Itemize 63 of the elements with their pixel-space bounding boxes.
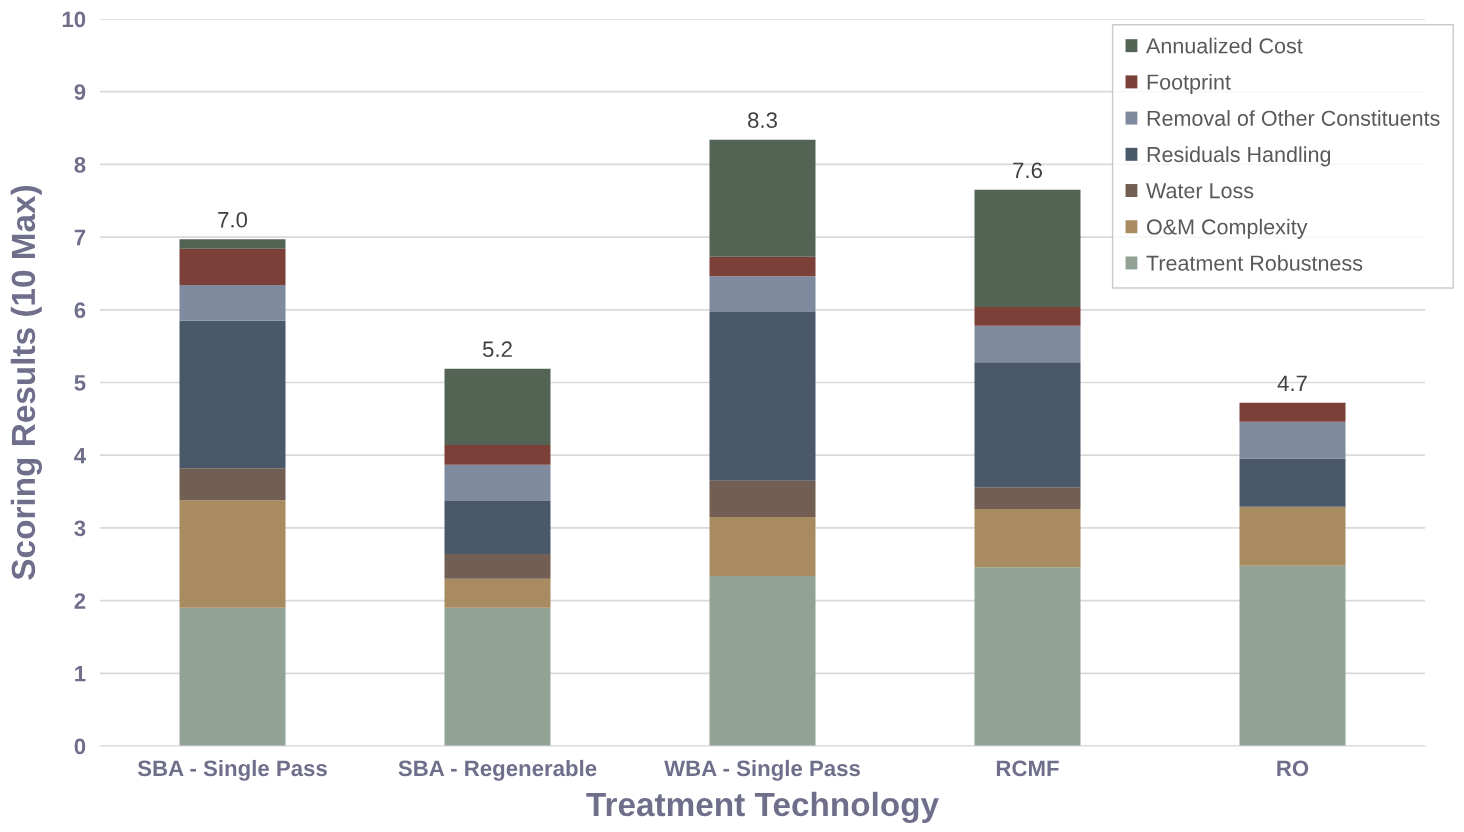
y-tick-label: 2 xyxy=(74,593,86,609)
bar xyxy=(1239,421,1346,459)
bar xyxy=(179,320,286,469)
bar xyxy=(179,239,286,249)
bar xyxy=(179,500,286,608)
x-tick-label: SBA - Single Pass xyxy=(137,759,327,781)
bar xyxy=(974,487,1081,509)
total-label: 7.0 xyxy=(218,211,248,228)
y-tick-label: 9 xyxy=(74,84,86,100)
bar xyxy=(974,306,1081,326)
bar xyxy=(444,368,551,446)
total-label: 7.6 xyxy=(1013,162,1042,179)
bar xyxy=(444,578,551,608)
bar xyxy=(179,468,286,501)
bar xyxy=(974,362,1081,488)
legend-label: Treatment Robustness xyxy=(1146,254,1363,271)
bar xyxy=(1239,565,1346,746)
legend-label: Residuals Handling xyxy=(1147,146,1331,167)
legend-label: Water Loss xyxy=(1146,183,1254,199)
total-label: 5.2 xyxy=(482,341,512,358)
total-label: 8.3 xyxy=(748,112,777,129)
y-tick-label: 0 xyxy=(74,738,86,755)
y-tick-label: 6 xyxy=(74,302,86,319)
x-tick-label: SBA - Regenerable xyxy=(398,759,597,781)
bar xyxy=(974,325,1081,363)
legend-label: Footprint xyxy=(1147,73,1231,94)
total-label: 4.7 xyxy=(1277,375,1307,391)
x-axis-title: Treatment Technology xyxy=(586,791,939,824)
y-tick-label: 5 xyxy=(74,375,86,391)
bar xyxy=(709,575,816,746)
x-tick-label: RO xyxy=(1277,760,1309,777)
bar xyxy=(974,189,1081,307)
bar xyxy=(444,554,551,579)
bar xyxy=(709,480,816,517)
bar xyxy=(444,501,551,555)
bar xyxy=(709,517,816,576)
bar xyxy=(709,139,816,257)
bar xyxy=(179,285,286,321)
bar xyxy=(709,256,816,277)
bar xyxy=(444,445,551,465)
x-tick-label: WBA - Single Pass xyxy=(664,759,860,781)
bar xyxy=(974,509,1081,568)
y-tick-label: 4 xyxy=(74,447,86,464)
bar xyxy=(709,311,816,481)
y-tick-label: 8 xyxy=(74,156,86,173)
legend-label: O&M Complexity xyxy=(1147,218,1308,239)
y-tick-label: 3 xyxy=(74,520,86,537)
bar xyxy=(1239,402,1346,422)
bar xyxy=(444,607,551,746)
bar xyxy=(974,567,1081,746)
bar xyxy=(1239,506,1346,566)
bar xyxy=(709,276,816,312)
y-tick-label: 10 xyxy=(62,11,86,28)
y-tick-label: 1 xyxy=(75,666,86,682)
legend-label: Annualized Cost xyxy=(1146,37,1303,54)
bar xyxy=(179,248,286,286)
bar xyxy=(1239,458,1346,507)
y-axis-title: Scoring Results (10 Max) xyxy=(10,185,42,580)
bar xyxy=(444,464,551,501)
bar xyxy=(179,607,286,746)
x-tick-label: RCMF xyxy=(996,760,1059,777)
y-tick-label: 7 xyxy=(74,229,86,246)
legend-label: Removal of Other Constituents xyxy=(1147,110,1440,126)
